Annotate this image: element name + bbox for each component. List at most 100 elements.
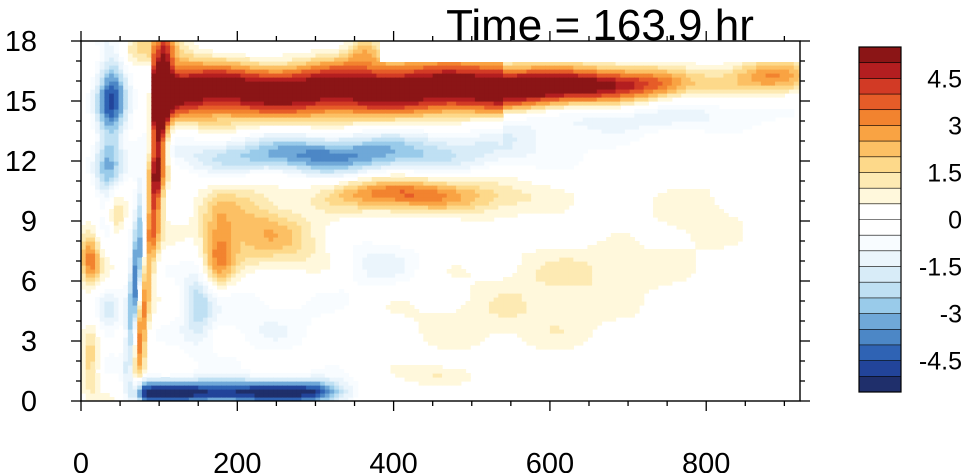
heatmap-cell [113, 357, 120, 362]
heatmap-cell [221, 321, 227, 326]
heatmap-cell [179, 45, 185, 50]
heatmap-cell [263, 77, 270, 82]
heatmap-cell [109, 89, 115, 94]
heatmap-cell [456, 97, 462, 102]
heatmap-cell [113, 105, 120, 110]
heatmap-cell [254, 373, 260, 378]
heatmap-cell [277, 121, 284, 126]
heatmap-cell [113, 69, 120, 74]
heatmap-cell [245, 217, 251, 222]
heatmap-cell [273, 377, 279, 382]
heatmap-cell [329, 217, 335, 222]
heatmap-cell [428, 141, 434, 146]
heatmap-cell [254, 57, 260, 62]
heatmap-cell [240, 81, 246, 86]
heatmap-cell [334, 197, 340, 202]
heatmap-cell [151, 97, 157, 102]
heatmap-cell [292, 309, 298, 314]
heatmap-cell [273, 341, 279, 346]
heatmap-cell [216, 217, 223, 222]
heatmap-cell [287, 213, 293, 218]
heatmap-cell [160, 153, 167, 158]
heatmap-cell [104, 77, 110, 82]
heatmap-cell [432, 333, 438, 338]
heatmap-cell [141, 57, 148, 62]
heatmap-cell [235, 261, 242, 266]
heatmap-cell [352, 161, 359, 166]
heatmap-cell [352, 65, 359, 70]
heatmap-cell [324, 261, 331, 266]
heatmap-cell [198, 241, 204, 246]
heatmap-cell [352, 277, 359, 282]
heatmap-cell [188, 113, 195, 118]
heatmap-cell [141, 213, 148, 218]
heatmap-cell [184, 333, 190, 338]
heatmap-cell [310, 237, 317, 242]
heatmap-cell [362, 101, 368, 106]
heatmap-cell [109, 217, 115, 222]
heatmap-cell [254, 265, 260, 270]
heatmap-cell [95, 381, 101, 386]
heatmap-cell [423, 109, 429, 114]
heatmap-cell [193, 49, 199, 54]
heatmap-cell [296, 389, 302, 394]
heatmap-cell [442, 121, 448, 126]
heatmap-cell [184, 301, 190, 306]
heatmap-cell [268, 189, 274, 194]
heatmap-cell [137, 341, 143, 346]
heatmap-cell [268, 381, 274, 386]
heatmap-cell [287, 389, 293, 394]
heatmap-cell [437, 97, 443, 102]
heatmap-cell [282, 233, 288, 238]
heatmap-cell [432, 213, 438, 218]
heatmap-cell [127, 269, 134, 274]
heatmap-cell [156, 237, 162, 242]
heatmap-cell [193, 353, 199, 358]
heatmap-cell [381, 137, 387, 142]
heatmap-cell [273, 57, 279, 62]
heatmap-cell [174, 237, 181, 242]
heatmap-cell [99, 321, 106, 326]
heatmap-cell [104, 293, 110, 298]
heatmap-cell [324, 253, 331, 258]
heatmap-cell [85, 225, 91, 230]
heatmap-cell [95, 161, 101, 166]
heatmap-cell [292, 313, 298, 318]
heatmap-cell [245, 301, 251, 306]
heatmap-cell [212, 125, 218, 130]
heatmap-cell [352, 209, 359, 214]
heatmap-cell [385, 257, 392, 262]
heatmap-cell [404, 109, 410, 114]
heatmap-cell [334, 89, 340, 94]
heatmap-cell [212, 305, 218, 310]
heatmap-cell [179, 297, 185, 302]
heatmap-cell [207, 289, 213, 294]
heatmap-cell [95, 97, 101, 102]
heatmap-cell [202, 365, 209, 370]
heatmap-cell [437, 65, 443, 70]
heatmap-cell [85, 157, 91, 162]
heatmap-cell [216, 121, 223, 126]
heatmap-cell [249, 189, 256, 194]
heatmap-cell [367, 281, 373, 286]
heatmap-cell [160, 149, 167, 154]
heatmap-cell [352, 249, 359, 254]
heatmap-cell [428, 169, 434, 174]
heatmap-cell [202, 369, 209, 374]
heatmap-cell [296, 393, 302, 398]
heatmap-cell [151, 217, 157, 222]
heatmap-cell [240, 253, 246, 258]
heatmap-cell [334, 185, 340, 190]
heatmap-cell [188, 293, 195, 298]
heatmap-cell [399, 205, 406, 210]
heatmap-cell [221, 121, 227, 126]
heatmap-cell [329, 369, 335, 374]
heatmap-cell [263, 217, 270, 222]
heatmap-cell [259, 325, 265, 330]
heatmap-cell [320, 189, 326, 194]
heatmap-cell [216, 245, 223, 250]
heatmap-cell [282, 117, 288, 122]
heatmap-cell [118, 205, 124, 210]
heatmap-cell [287, 209, 293, 214]
heatmap-cell [184, 121, 190, 126]
